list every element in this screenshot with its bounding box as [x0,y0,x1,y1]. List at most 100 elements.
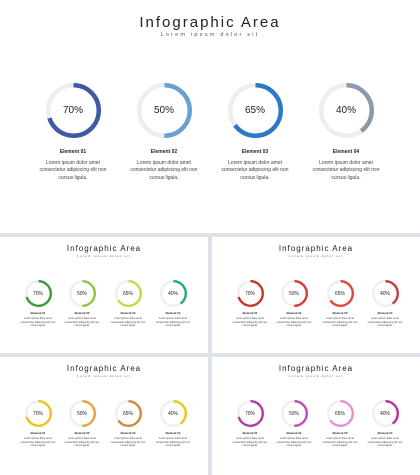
ring-progress-arc [45,83,101,138]
ring-percent-label: 65% [122,290,133,297]
progress-ring: 70% [45,83,101,138]
element-label: Element 02 [74,311,90,315]
element-label: Element 03 [241,149,269,155]
ring-progress-arc [371,399,399,428]
ring-svg [24,279,52,308]
element-description: Lorem ipsum dolor amet consectetur adipi… [232,317,268,328]
element-label: Element 02 [286,311,302,315]
slide-1: Infographic Area Lorem ipsum dolor sit 70%… [0,0,420,233]
slide-subtitle: Lorem ipsum dolor sit [77,373,131,378]
element-description: Lorem ipsum dolor amet consectetur adipi… [312,160,380,181]
progress-ring: 50% [280,279,308,308]
element-description: Lorem ipsum dolor amet consectetur adipi… [155,437,191,448]
element-label: Element 03 [332,431,348,435]
ring-svg [136,83,192,138]
element-description: Lorem ipsum dolor amet consectetur adipi… [130,160,198,181]
element-label: Element 02 [74,431,90,435]
ring-svg [114,399,142,428]
element-label: Element 04 [332,149,360,155]
element-label: Element 04 [377,311,393,315]
progress-ring: 40% [159,399,187,428]
progress-ring: 70% [24,279,52,308]
progress-ring: 40% [159,279,187,308]
progress-ring: 40% [371,279,399,308]
element-label: Element 01 [30,311,46,315]
ring-percent-label: 65% [122,410,133,417]
element-label: Element 02 [286,431,302,435]
ring-progress-arc [371,279,399,308]
ring-svg [371,399,399,428]
ring-progress-arc [280,399,308,428]
slide-title: Infographic Area [66,364,142,373]
slide-title: Infographic Area [278,364,354,373]
progress-ring: 65% [326,399,354,428]
slide-4: Infographic Area Lorem ipsum dolor sit 70%… [0,357,208,475]
progress-ring: 65% [326,279,354,308]
ring-progress-arc [24,399,52,428]
ring-svg [236,279,264,308]
slide-5: Infographic Area Lorem ipsum dolor sit 70%… [212,357,420,475]
element-label: Element 01 [59,149,87,155]
element-label: Element 03 [120,431,136,435]
slide-subtitle: Lorem ipsum dolor sit [77,253,131,258]
element-label: Element 03 [120,311,136,315]
progress-ring: 70% [236,279,264,308]
ring-progress-arc [24,279,52,308]
element-description: Lorem ipsum dolor amet consectetur adipi… [221,160,289,181]
ring-percent-label: 70% [62,105,83,116]
ring-progress-arc [114,399,142,428]
ring-percent-label: 65% [244,105,265,116]
slide-3: Infographic Area Lorem ipsum dolor sit 70%… [212,237,420,353]
element-description: Lorem ipsum dolor amet consectetur adipi… [20,317,56,328]
element-description: Lorem ipsum dolor amet consectetur adipi… [232,437,268,448]
ring-svg [68,399,96,428]
ring-percent-label: 40% [335,105,356,116]
progress-ring: 65% [114,279,142,308]
element-description: Lorem ipsum dolor amet consectetur adipi… [110,437,146,448]
ring-percent-label: 50% [288,410,299,417]
ring-svg [24,399,52,428]
progress-ring: 50% [68,279,96,308]
ring-svg [326,399,354,428]
slide-subtitle: Lorem ipsum dolor sit [289,253,343,258]
ring-svg [318,83,374,138]
ring-progress-arc [280,279,308,308]
ring-svg [114,279,142,308]
element-description: Lorem ipsum dolor amet consectetur adipi… [367,437,403,448]
ring-progress-arc [159,279,187,308]
ring-svg [45,83,101,138]
slide-title: Infographic Area [278,244,354,253]
slide-2: Infographic Area Lorem ipsum dolor sit 70%… [0,237,208,353]
element-description: Lorem ipsum dolor amet consectetur adipi… [20,437,56,448]
ring-percent-label: 40% [167,410,178,417]
ring-progress-arc [318,83,374,138]
ring-svg [68,279,96,308]
progress-ring: 50% [280,399,308,428]
element-label: Element 03 [332,311,348,315]
progress-ring: 50% [68,399,96,428]
ring-progress-arc [136,83,192,138]
progress-ring: 40% [371,399,399,428]
element-description: Lorem ipsum dolor amet consectetur adipi… [64,317,100,328]
ring-percent-label: 70% [32,410,43,417]
element-label: Element 02 [150,149,178,155]
element-label: Element 01 [242,311,258,315]
progress-ring: 65% [227,83,283,138]
slide-title: Infographic Area [66,244,142,253]
ring-percent-label: 70% [244,410,255,417]
element-label: Element 01 [30,431,46,435]
element-description: Lorem ipsum dolor amet consectetur adipi… [155,317,191,328]
ring-percent-label: 65% [334,290,345,297]
ring-percent-label: 65% [334,410,345,417]
element-label: Element 01 [242,431,258,435]
ring-percent-label: 40% [379,410,390,417]
ring-svg [280,399,308,428]
ring-percent-label: 40% [379,290,390,297]
element-label: Element 04 [165,431,181,435]
ring-progress-arc [326,399,354,428]
element-description: Lorem ipsum dolor amet consectetur adipi… [276,437,312,448]
element-description: Lorem ipsum dolor amet consectetur adipi… [322,317,358,328]
element-description: Lorem ipsum dolor amet consectetur adipi… [39,160,107,181]
ring-svg [280,279,308,308]
ring-percent-label: 40% [167,290,178,297]
